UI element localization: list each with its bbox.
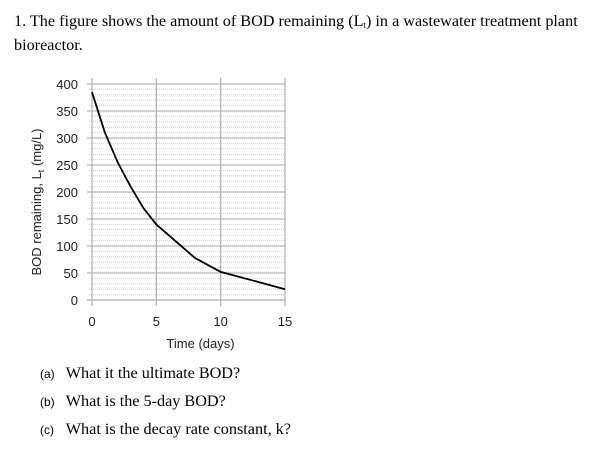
y-tick-label: 400 xyxy=(56,77,78,92)
x-axis-label: Time (days) xyxy=(166,336,234,351)
y-tick-label: 0 xyxy=(71,293,78,308)
part-a-label: (a) xyxy=(40,367,55,381)
y-tick-label: 100 xyxy=(56,239,78,254)
y-tick-label: 50 xyxy=(64,266,78,281)
question-text-before: The figure shows the amount of BOD remai… xyxy=(29,12,364,30)
x-tick-label: 0 xyxy=(88,314,95,329)
part-a: (a) What it the ultimate BOD? xyxy=(40,364,240,383)
chart-canvas: 0 50 100 150 200 250 300 350 400 0 5 10 15 Time (days… xyxy=(29,77,292,351)
part-c: (c) What is the decay rate constant, k? xyxy=(40,420,291,439)
question-number: 1. xyxy=(14,12,27,30)
y-tick-label: 200 xyxy=(56,185,78,200)
y-tick-label: 350 xyxy=(56,104,78,119)
question-text-after: ) in a wastewater treatment plant biorea… xyxy=(14,12,578,54)
y-axis-label: BOD remaining, Lt (mg/L) xyxy=(29,128,46,275)
part-a-text: What it the ultimate BOD? xyxy=(65,364,241,382)
bod-curve xyxy=(91,91,286,291)
y-tick-label: 250 xyxy=(56,158,78,173)
question-subscript: t xyxy=(363,20,366,30)
y-tick-label: 300 xyxy=(56,131,78,146)
question-text: 1. The figure shows the amount of BOD re… xyxy=(14,11,604,55)
part-c-text: What is the decay rate constant, k? xyxy=(65,420,291,438)
bod-chart: 0 50 100 150 200 250 300 350 400 0 5 10 15 Time (days… xyxy=(0,60,320,360)
x-tick-label: 15 xyxy=(278,314,292,329)
part-c-label: (c) xyxy=(40,423,54,437)
part-b-text: What is the 5-day BOD? xyxy=(65,392,226,410)
part-b: (b) What is the 5-day BOD? xyxy=(40,392,226,411)
x-tick-label: 10 xyxy=(213,314,227,329)
part-b-label: (b) xyxy=(40,395,55,409)
x-tick-label: 5 xyxy=(153,314,160,329)
y-tick-label: 150 xyxy=(56,212,78,227)
